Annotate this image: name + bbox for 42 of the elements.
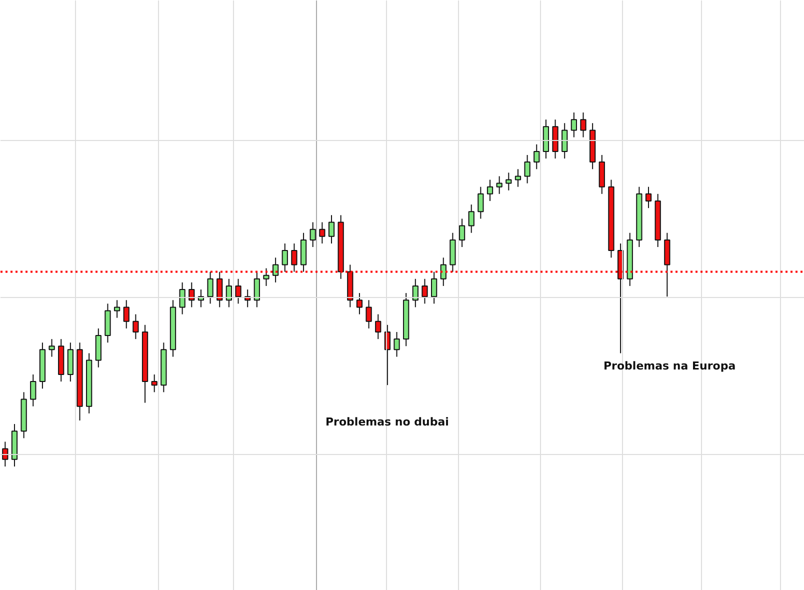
annotation: Problemas no dubai [326,416,449,428]
candlestick [645,186,652,209]
candlestick [328,214,335,244]
candlestick [254,271,260,308]
candlestick [524,154,530,184]
candlestick [151,374,158,393]
candlestick [570,112,577,138]
candlestick [422,278,428,304]
candlestick [356,292,363,315]
candlestick [282,242,288,272]
candlestick [48,338,55,358]
candlestick [506,172,512,191]
candlestick [496,176,502,194]
candlestick [394,331,400,358]
candlestick [580,112,586,138]
candlestick [412,278,418,308]
candlestick [486,179,494,202]
annotation: Problemas na Europa [604,360,736,372]
candlestick [310,222,316,248]
candlestick [440,257,446,286]
candlestick [458,218,466,248]
candlestick [375,314,382,340]
candlestick [534,144,540,170]
candlestick [226,278,232,308]
candlestick [123,300,130,329]
candlestick [114,300,120,318]
candlestick [319,222,326,244]
candlestick [216,271,223,308]
candlestick [30,374,36,407]
candlestick [291,242,298,272]
candlestick [272,257,279,283]
candlestick [366,300,372,329]
candlestick [132,314,139,340]
candlestick [468,204,474,234]
candlestick [562,122,568,160]
candlestick [235,278,242,304]
candlestick [478,186,484,220]
candlestick [179,282,186,315]
candlestick [263,268,270,286]
candlestick [431,271,438,304]
candlestick [514,168,522,188]
candlestick [207,271,214,304]
